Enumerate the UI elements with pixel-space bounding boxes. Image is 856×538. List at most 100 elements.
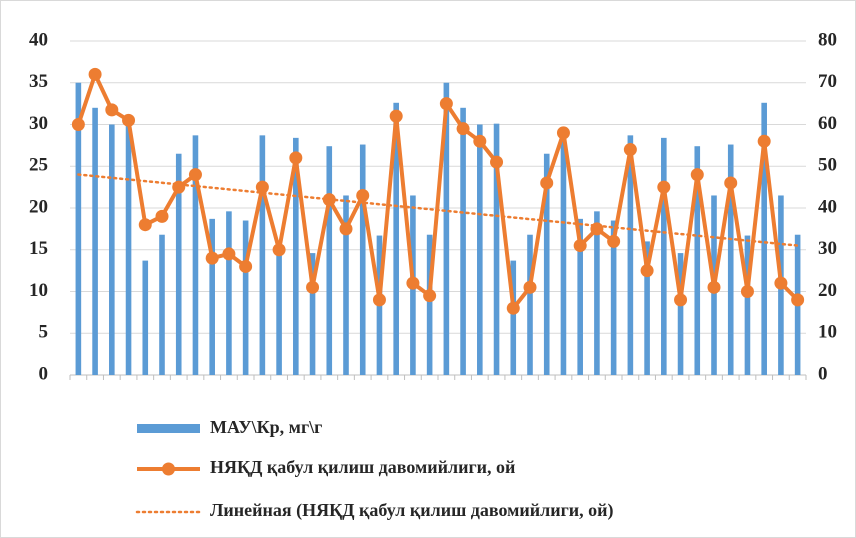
line-marker — [322, 193, 336, 207]
bar — [661, 137, 667, 375]
bar — [744, 235, 751, 375]
bar — [75, 82, 82, 375]
line-marker — [222, 247, 236, 261]
bar — [92, 107, 98, 376]
line-marker — [657, 180, 671, 194]
line-marker — [774, 276, 788, 290]
legend: МАУ\Кр, мг\г НЯҚД қабул қилиш давомийлиги… — [135, 417, 614, 521]
y2-tick-label: 50 — [818, 155, 837, 176]
line-marker — [339, 222, 353, 236]
bar — [627, 135, 634, 375]
line-marker — [439, 97, 453, 111]
bar — [226, 211, 232, 375]
y-tick-label: 35 — [29, 71, 48, 92]
bar — [694, 146, 701, 375]
y-tick-label: 10 — [29, 280, 48, 301]
line-marker — [289, 151, 303, 165]
line-marker — [306, 280, 320, 294]
y-tick-label: 20 — [29, 196, 48, 217]
bar — [276, 241, 282, 375]
line-marker — [423, 289, 437, 303]
bar — [125, 124, 132, 375]
line-marker — [272, 243, 286, 257]
y2-tick-label: 80 — [818, 29, 837, 50]
y-tick-label: 40 — [29, 29, 48, 50]
line-marker — [105, 103, 119, 117]
line-marker — [740, 285, 754, 298]
bar — [293, 137, 299, 375]
bar — [242, 220, 249, 375]
bar — [142, 260, 149, 375]
line-marker — [155, 209, 169, 223]
line-marker — [255, 180, 269, 194]
bar — [259, 135, 266, 375]
bar — [644, 241, 650, 375]
y2-tick-label: 40 — [818, 196, 837, 217]
bar — [209, 218, 215, 375]
y-tick-label: 0 — [39, 363, 49, 384]
bar — [727, 144, 734, 375]
bar — [426, 234, 433, 375]
bar — [577, 218, 583, 375]
line-marker — [172, 180, 186, 194]
bar — [477, 124, 483, 375]
bar — [443, 82, 450, 375]
bar — [359, 144, 366, 375]
y2-tick-label: 20 — [818, 280, 837, 301]
bar — [510, 260, 517, 375]
line-marker — [122, 113, 136, 127]
line-marker — [372, 293, 386, 307]
legend-swatch — [137, 424, 200, 433]
y-tick-label: 30 — [29, 113, 48, 134]
line-marker — [239, 259, 253, 273]
line-marker — [556, 126, 570, 140]
bar — [610, 220, 617, 375]
legend-swatch — [162, 462, 175, 476]
line-marker — [506, 301, 520, 315]
line-marker — [590, 222, 604, 236]
line-marker — [473, 134, 487, 148]
y-tick-label: 5 — [39, 322, 49, 343]
line-marker — [623, 143, 637, 157]
bar — [343, 195, 349, 375]
line-marker — [540, 176, 554, 190]
line-marker — [406, 276, 420, 290]
line-marker — [791, 293, 805, 307]
bar — [677, 253, 684, 375]
bar — [175, 153, 182, 375]
line-marker — [188, 168, 202, 182]
bar — [761, 102, 767, 375]
y2-tick-label: 10 — [818, 322, 837, 343]
line-marker — [456, 122, 470, 136]
y2-tick-label: 30 — [818, 238, 837, 259]
y2-tick-label: 0 — [818, 363, 828, 384]
line-marker — [490, 155, 504, 169]
line-marker — [523, 280, 537, 294]
bar — [594, 211, 600, 375]
line-marker — [607, 234, 621, 248]
line-marker — [138, 218, 152, 232]
y-tick-label: 25 — [29, 155, 48, 176]
line-marker — [71, 118, 85, 131]
line-marker — [724, 176, 738, 190]
y2-tick-label: 60 — [818, 113, 837, 134]
bar — [192, 135, 199, 375]
line-marker — [205, 251, 219, 265]
legend-label: НЯҚД қабул қилиш давомийлиги, ой — [210, 457, 515, 477]
bar — [109, 124, 115, 375]
line — [76, 72, 800, 311]
line-marker — [690, 168, 704, 182]
line-marker — [640, 264, 654, 278]
line-marker — [573, 239, 587, 253]
bar — [560, 135, 567, 375]
bar — [393, 102, 399, 375]
bar — [159, 234, 165, 375]
line-marker — [757, 134, 771, 148]
line-marker — [389, 109, 403, 123]
bar — [309, 253, 316, 375]
line-marker — [707, 280, 721, 294]
line-marker — [356, 188, 370, 202]
line-marker — [674, 293, 688, 307]
legend-label: МАУ\Кр, мг\г — [210, 417, 322, 437]
bar — [460, 107, 466, 376]
